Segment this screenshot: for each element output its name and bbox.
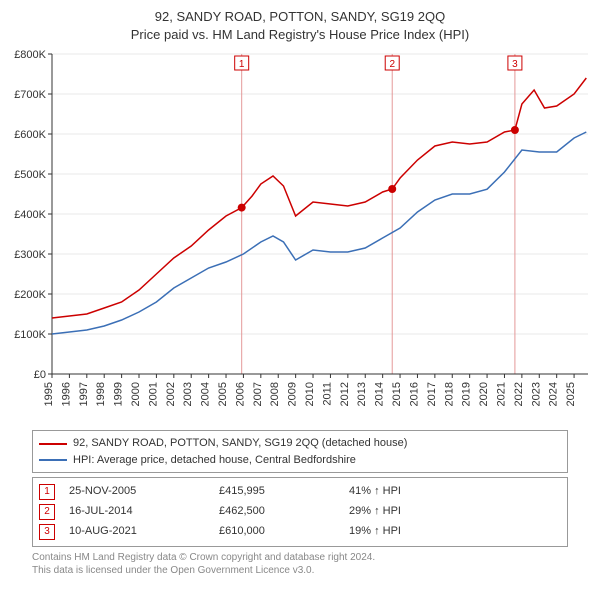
svg-text:1996: 1996	[60, 382, 72, 406]
svg-text:£800K: £800K	[14, 49, 46, 61]
transaction-date: 16-JUL-2014	[69, 502, 219, 522]
svg-text:2000: 2000	[130, 382, 142, 406]
svg-text:2014: 2014	[374, 382, 386, 406]
transaction-delta: 41% ↑ HPI	[349, 482, 469, 502]
svg-text:2011: 2011	[321, 382, 333, 406]
attribution-line: This data is licensed under the Open Gov…	[32, 564, 568, 577]
transaction-marker: 2	[39, 504, 55, 520]
attribution-line: Contains HM Land Registry data © Crown c…	[32, 551, 568, 564]
transaction-date: 10-AUG-2021	[69, 522, 219, 542]
svg-text:2004: 2004	[200, 382, 212, 406]
svg-text:2007: 2007	[252, 382, 264, 406]
svg-text:2002: 2002	[165, 382, 177, 406]
legend-swatch	[39, 459, 67, 461]
svg-text:1998: 1998	[95, 382, 107, 406]
svg-text:2023: 2023	[530, 382, 542, 406]
transaction-row: 1 25-NOV-2005 £415,995 41% ↑ HPI	[39, 482, 561, 502]
transaction-price: £462,500	[219, 502, 349, 522]
svg-text:2001: 2001	[147, 382, 159, 406]
svg-text:£0: £0	[34, 369, 46, 381]
transaction-delta: 19% ↑ HPI	[349, 522, 469, 542]
svg-text:2025: 2025	[565, 382, 577, 406]
svg-text:2005: 2005	[217, 382, 229, 406]
svg-text:2018: 2018	[443, 382, 455, 406]
transaction-date: 25-NOV-2005	[69, 482, 219, 502]
svg-text:2006: 2006	[234, 382, 246, 406]
transaction-row: 3 10-AUG-2021 £610,000 19% ↑ HPI	[39, 522, 561, 542]
price-chart: £0 £100K £200K £300K £400K £500K £600K £700K £80…	[0, 44, 600, 424]
svg-text:3: 3	[512, 59, 518, 70]
svg-text:2009: 2009	[287, 382, 299, 406]
svg-text:1999: 1999	[113, 382, 125, 406]
title-subtitle: Price paid vs. HM Land Registry's House …	[0, 26, 600, 44]
svg-text:£100K: £100K	[14, 329, 46, 341]
transaction-price: £415,995	[219, 482, 349, 502]
transaction-price: £610,000	[219, 522, 349, 542]
svg-text:2013: 2013	[356, 382, 368, 406]
legend-label: 92, SANDY ROAD, POTTON, SANDY, SG19 2QQ …	[73, 435, 407, 452]
svg-text:1: 1	[239, 59, 245, 70]
svg-text:2024: 2024	[548, 382, 560, 406]
svg-text:2010: 2010	[304, 382, 316, 406]
transaction-marker: 3	[39, 524, 55, 540]
transactions-box: 1 25-NOV-2005 £415,995 41% ↑ HPI 2 16-JU…	[32, 477, 568, 546]
svg-text:2003: 2003	[182, 382, 194, 406]
svg-text:£400K: £400K	[14, 209, 46, 221]
legend: 92, SANDY ROAD, POTTON, SANDY, SG19 2QQ …	[32, 430, 568, 473]
title-address: 92, SANDY ROAD, POTTON, SANDY, SG19 2QQ	[0, 8, 600, 26]
svg-text:£500K: £500K	[14, 169, 46, 181]
svg-text:£700K: £700K	[14, 89, 46, 101]
svg-text:2: 2	[389, 59, 395, 70]
svg-text:1997: 1997	[78, 382, 90, 406]
legend-swatch	[39, 443, 67, 445]
svg-text:£200K: £200K	[14, 289, 46, 301]
svg-text:2021: 2021	[495, 382, 507, 406]
legend-item-hpi: HPI: Average price, detached house, Cent…	[39, 452, 561, 469]
svg-text:£600K: £600K	[14, 129, 46, 141]
legend-item-property: 92, SANDY ROAD, POTTON, SANDY, SG19 2QQ …	[39, 435, 561, 452]
attribution: Contains HM Land Registry data © Crown c…	[32, 551, 568, 577]
svg-text:2008: 2008	[269, 382, 281, 406]
transaction-marker: 1	[39, 484, 55, 500]
svg-text:2020: 2020	[478, 382, 490, 406]
chart-svg: £0 £100K £200K £300K £400K £500K £600K £700K £80…	[0, 44, 600, 424]
transaction-row: 2 16-JUL-2014 £462,500 29% ↑ HPI	[39, 502, 561, 522]
svg-text:2012: 2012	[339, 382, 351, 406]
svg-text:1995: 1995	[43, 382, 55, 406]
legend-label: HPI: Average price, detached house, Cent…	[73, 452, 356, 469]
svg-text:£300K: £300K	[14, 249, 46, 261]
svg-text:2019: 2019	[461, 382, 473, 406]
svg-text:2015: 2015	[391, 382, 403, 406]
svg-text:2016: 2016	[408, 382, 420, 406]
svg-text:2017: 2017	[426, 382, 438, 406]
chart-title-block: 92, SANDY ROAD, POTTON, SANDY, SG19 2QQ …	[0, 0, 600, 44]
svg-text:2022: 2022	[513, 382, 525, 406]
transaction-delta: 29% ↑ HPI	[349, 502, 469, 522]
